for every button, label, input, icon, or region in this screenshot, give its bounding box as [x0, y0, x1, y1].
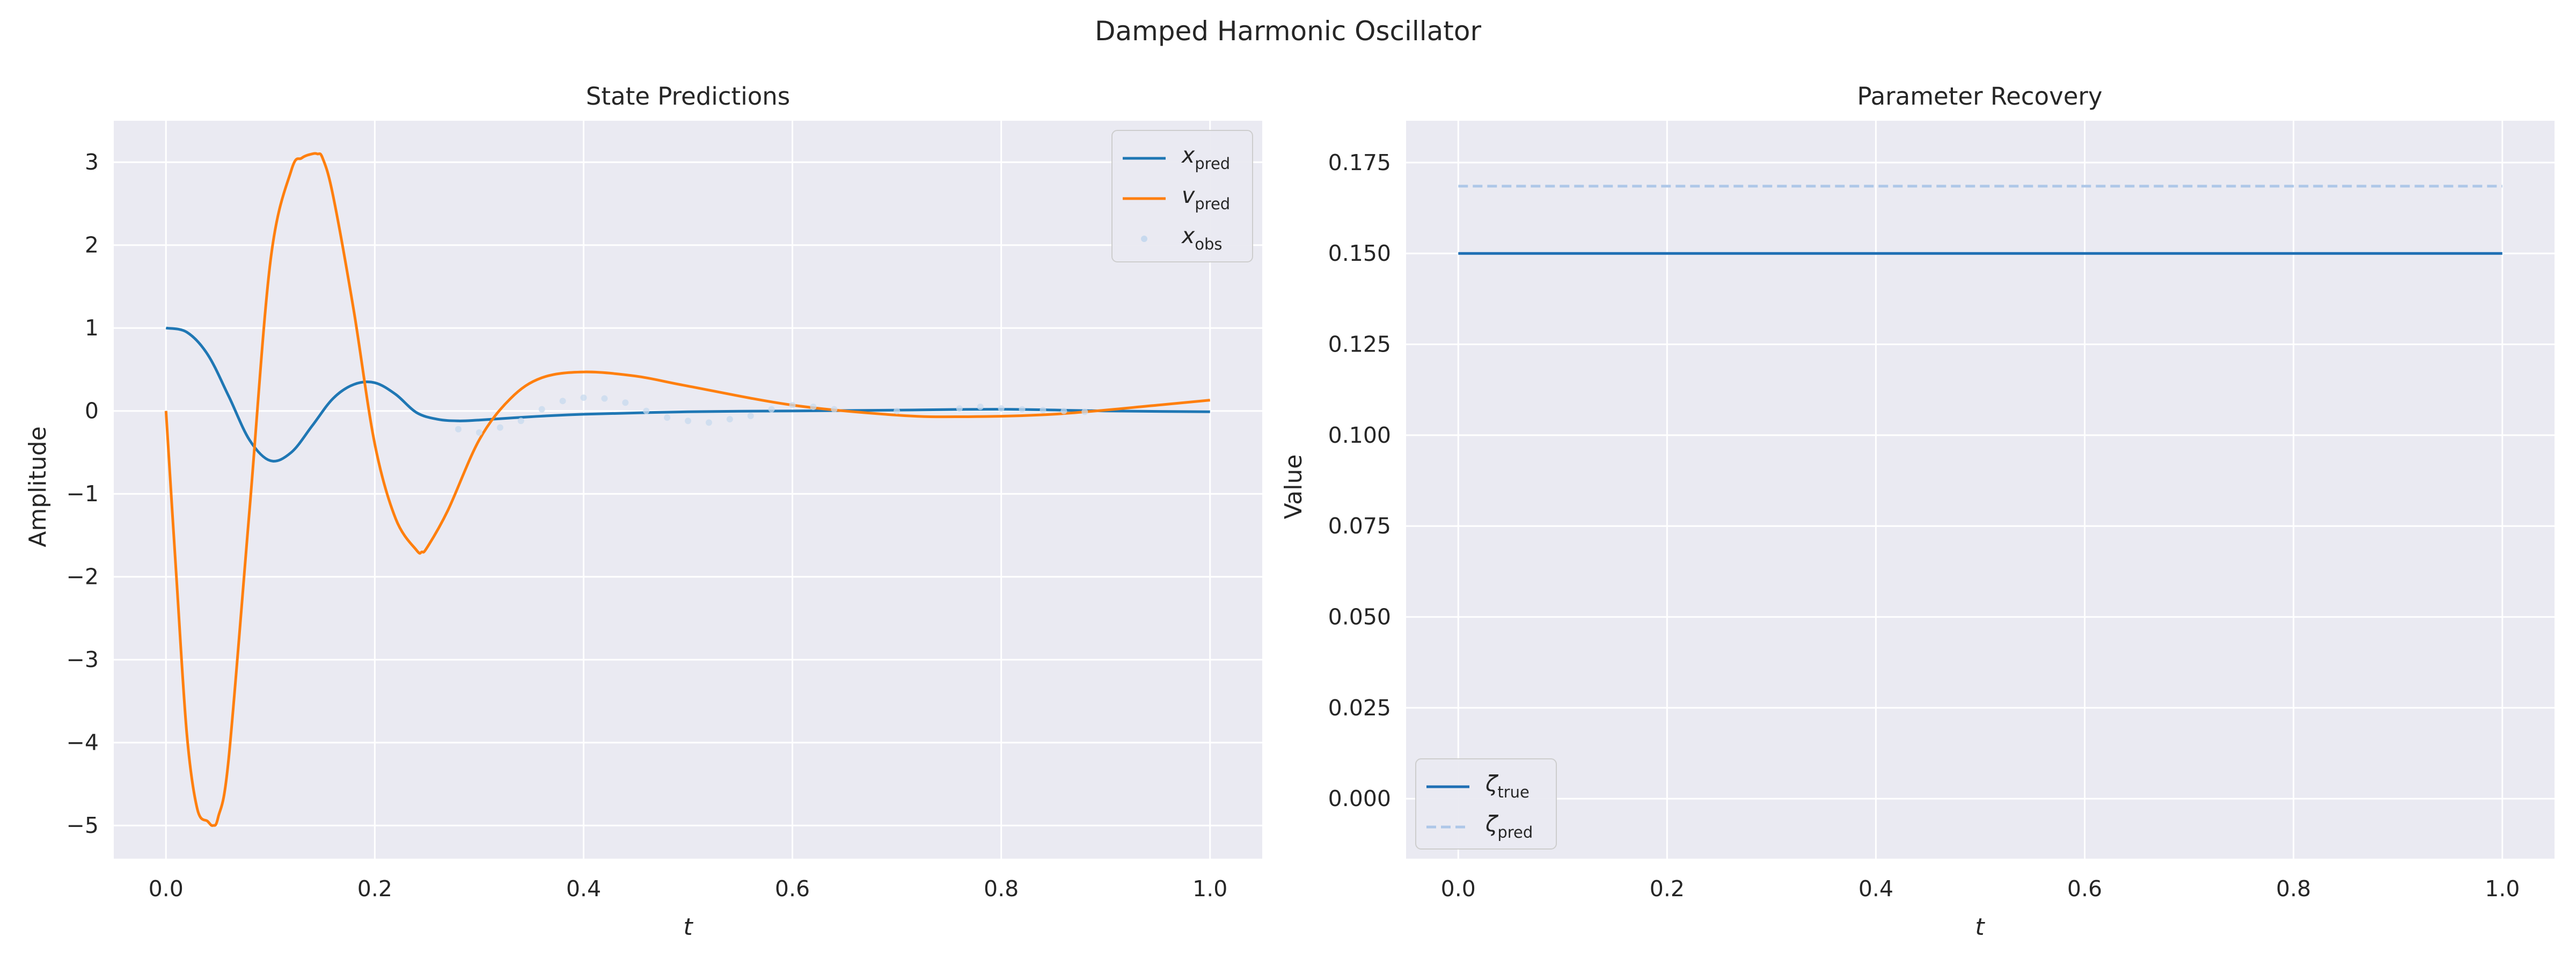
y-tick-label: −2 — [67, 564, 99, 590]
plot-area-state-predictions — [114, 121, 1262, 859]
y-tick-label: 0.075 — [1328, 513, 1391, 539]
legend-entry-x-obs-label: xobs — [1181, 223, 1223, 253]
data-point — [831, 406, 838, 413]
x-tick-label: 0.4 — [566, 876, 601, 902]
legend-symbol: x — [1181, 223, 1195, 248]
data-point — [685, 418, 691, 425]
data-point — [894, 407, 901, 414]
legend-symbol: x — [1181, 142, 1195, 168]
legend-symbol: v — [1182, 182, 1195, 208]
y-tick-label: 3 — [85, 149, 99, 175]
panel-state-predictions: State Predictions t Amplitude 0.0 0.2 0.4 0… — [24, 82, 1262, 941]
series-x-pred-line — [165, 326, 1210, 463]
data-point — [789, 401, 796, 408]
y-tick-label: −4 — [67, 730, 99, 756]
data-point — [768, 406, 775, 413]
series-v-pred-line — [164, 152, 1210, 827]
data-point — [622, 399, 629, 406]
panel-title-parameter-recovery: Parameter Recovery — [1857, 82, 2102, 111]
x-tick-label: 1.0 — [2485, 876, 2520, 902]
legend-entry-v-pred-label: vpred — [1182, 182, 1230, 213]
legend-entry-zeta-pred-label: ζpred — [1485, 811, 1533, 841]
y-tick-label: 0.000 — [1328, 786, 1391, 811]
y-tick-label: −1 — [67, 481, 99, 507]
data-point — [998, 405, 1005, 412]
legend-symbol: ζ — [1485, 811, 1499, 837]
y-tick-label: 0.125 — [1328, 332, 1391, 357]
y-tick-label: 0.025 — [1328, 695, 1391, 721]
legend-subscript: pred — [1195, 155, 1230, 173]
y-tick-label: 1 — [85, 315, 99, 341]
legend-subscript: pred — [1195, 195, 1230, 213]
series-x-obs-points — [455, 394, 1088, 436]
data-point — [747, 413, 754, 419]
data-point — [559, 398, 566, 405]
y-tick-label: −3 — [67, 647, 99, 672]
data-point — [1040, 407, 1046, 414]
x-tick-label: 0.6 — [2067, 876, 2102, 902]
y-tick-label: 0.175 — [1328, 150, 1391, 175]
legend-subscript: obs — [1195, 235, 1222, 253]
y-tick-label: −5 — [67, 813, 99, 838]
data-point — [580, 394, 587, 401]
data-point — [726, 416, 733, 423]
x-axis-label-parameter-recovery: t — [1975, 913, 1985, 941]
legend-entry-zeta-true-label: ζtrue — [1485, 771, 1529, 801]
data-point — [977, 404, 984, 411]
data-point — [1081, 408, 1088, 415]
data-point — [538, 406, 545, 413]
x-tick-label: 0.8 — [2276, 876, 2311, 902]
data-point — [705, 419, 712, 426]
data-point — [810, 404, 817, 411]
data-point — [664, 414, 671, 421]
data-point — [455, 426, 462, 433]
data-point — [1019, 406, 1026, 413]
x-tick-label: 0.0 — [149, 876, 184, 902]
legend-entry-x-pred-label: xpred — [1181, 142, 1230, 173]
x-tick-label: 0.6 — [775, 876, 810, 902]
x-tick-label: 0.0 — [1441, 876, 1476, 902]
legend-entry-x-obs-marker — [1141, 236, 1147, 242]
y-tick-label: 0.050 — [1328, 604, 1391, 630]
data-point — [475, 429, 482, 436]
data-point — [1060, 407, 1067, 414]
y-tick-label: 0.100 — [1328, 422, 1391, 448]
y-axis-label-state-predictions: Amplitude — [24, 426, 52, 547]
x-tick-label: 0.2 — [357, 876, 392, 902]
x-tick-label: 0.8 — [984, 876, 1019, 902]
legend-symbol: ζ — [1485, 771, 1499, 796]
x-tick-label: 1.0 — [1192, 876, 1227, 902]
panel-parameter-recovery: Parameter Recovery t Value 0.0 0.2 0.4 0.6 0… — [1280, 82, 2555, 941]
y-tick-label: 2 — [85, 232, 99, 258]
data-point — [496, 424, 503, 431]
plot-area-parameter-recovery — [1406, 121, 2555, 859]
y-tick-label: 0 — [85, 398, 99, 424]
data-point — [601, 395, 608, 402]
x-tick-label: 0.2 — [1650, 876, 1685, 902]
y-tick-label: 0.150 — [1328, 240, 1391, 266]
legend-box — [1415, 758, 1557, 850]
legend-subscript: true — [1497, 783, 1529, 801]
legend-subscript: pred — [1497, 823, 1533, 841]
figure-title: Damped Harmonic Oscillator — [1095, 16, 1482, 47]
x-tick-label: 0.4 — [1858, 876, 1893, 902]
y-axis-label-parameter-recovery: Value — [1280, 455, 1307, 519]
legend-box — [1111, 130, 1253, 262]
panel-title-state-predictions: State Predictions — [586, 82, 790, 111]
data-point — [956, 405, 963, 412]
data-point — [517, 418, 524, 425]
data-point — [643, 407, 650, 414]
x-axis-label-state-predictions: t — [683, 913, 693, 941]
